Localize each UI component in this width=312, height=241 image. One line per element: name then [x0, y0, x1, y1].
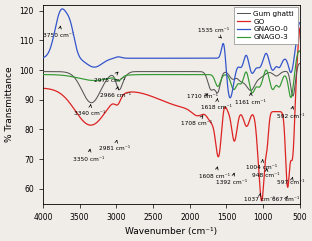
Text: 1618 cm⁻¹: 1618 cm⁻¹ — [201, 99, 232, 110]
GNAGO-3 — [41, 73, 45, 76]
Text: 667 cm⁻¹: 667 cm⁻¹ — [272, 197, 299, 202]
GNAGO-3 — [149, 73, 153, 76]
Line: GO: GO — [43, 28, 300, 201]
GNAGO-3 — [228, 78, 232, 81]
GNAGO-0 — [290, 69, 294, 72]
Line: GNAGO-0: GNAGO-0 — [43, 9, 300, 98]
Text: 2966 cm⁻¹: 2966 cm⁻¹ — [100, 87, 131, 98]
Text: 597 cm⁻¹: 597 cm⁻¹ — [277, 177, 305, 185]
Gum ghatti — [41, 70, 45, 73]
GO — [260, 200, 264, 202]
GNAGO-0 — [151, 57, 155, 60]
Gum ghatti — [290, 93, 294, 95]
Text: 3750 cm⁻¹: 3750 cm⁻¹ — [43, 26, 74, 39]
Gum ghatti — [277, 73, 281, 76]
GO — [41, 87, 45, 90]
Text: 1708 cm⁻¹: 1708 cm⁻¹ — [181, 116, 212, 126]
Text: 3340 cm⁻¹: 3340 cm⁻¹ — [74, 105, 105, 116]
GO — [298, 27, 302, 30]
Text: 1037 cm⁻¹: 1037 cm⁻¹ — [244, 194, 275, 202]
Text: 1535 cm⁻¹: 1535 cm⁻¹ — [198, 27, 229, 38]
GO — [151, 95, 155, 98]
Gum ghatti — [298, 62, 302, 65]
GNAGO-3 — [298, 50, 302, 53]
Text: 948 cm⁻¹: 948 cm⁻¹ — [252, 169, 280, 178]
GNAGO-3 — [277, 86, 281, 88]
Text: 1004 cm⁻¹: 1004 cm⁻¹ — [246, 160, 277, 170]
Gum ghatti — [228, 75, 232, 78]
GNAGO-0 — [228, 96, 232, 99]
GO — [228, 115, 232, 118]
GNAGO-3 — [289, 96, 293, 99]
Text: 3350 cm⁻¹: 3350 cm⁻¹ — [73, 149, 104, 161]
Gum ghatti — [149, 70, 153, 73]
Text: 1392 cm⁻¹: 1392 cm⁻¹ — [216, 173, 247, 185]
GNAGO-3 — [151, 73, 155, 76]
Text: 1710 cm⁻¹: 1710 cm⁻¹ — [187, 94, 218, 99]
GNAGO-0 — [298, 21, 302, 24]
GO — [277, 110, 281, 113]
Gum ghatti — [151, 70, 155, 73]
GO — [163, 100, 167, 103]
GNAGO-0 — [41, 56, 45, 59]
GO — [290, 159, 294, 162]
GNAGO-0 — [163, 57, 167, 60]
Legend: Gum ghatti, GO, GNAGO-0, GNAGO-3: Gum ghatti, GO, GNAGO-0, GNAGO-3 — [234, 7, 298, 44]
Text: 1161 cm⁻¹: 1161 cm⁻¹ — [235, 93, 266, 105]
GNAGO-3 — [290, 93, 294, 96]
GNAGO-0 — [228, 96, 232, 99]
GNAGO-0 — [277, 66, 281, 69]
Text: 2975 cm⁻¹: 2975 cm⁻¹ — [94, 72, 125, 83]
Line: GNAGO-3: GNAGO-3 — [43, 51, 300, 98]
Y-axis label: % Transmittance: % Transmittance — [5, 67, 14, 142]
Text: 2981 cm⁻¹: 2981 cm⁻¹ — [99, 140, 130, 151]
GNAGO-3 — [297, 49, 301, 52]
Text: 1608 cm⁻¹: 1608 cm⁻¹ — [199, 167, 230, 179]
Text: 592 cm⁻¹: 592 cm⁻¹ — [277, 107, 305, 119]
Line: Gum ghatti: Gum ghatti — [43, 63, 300, 103]
GNAGO-3 — [163, 73, 167, 76]
Gum ghatti — [163, 70, 167, 73]
Gum ghatti — [90, 101, 93, 104]
X-axis label: Wavenumber (cm⁻¹): Wavenumber (cm⁻¹) — [125, 227, 217, 236]
GNAGO-0 — [149, 57, 153, 60]
GO — [149, 95, 153, 98]
GNAGO-0 — [61, 7, 64, 10]
